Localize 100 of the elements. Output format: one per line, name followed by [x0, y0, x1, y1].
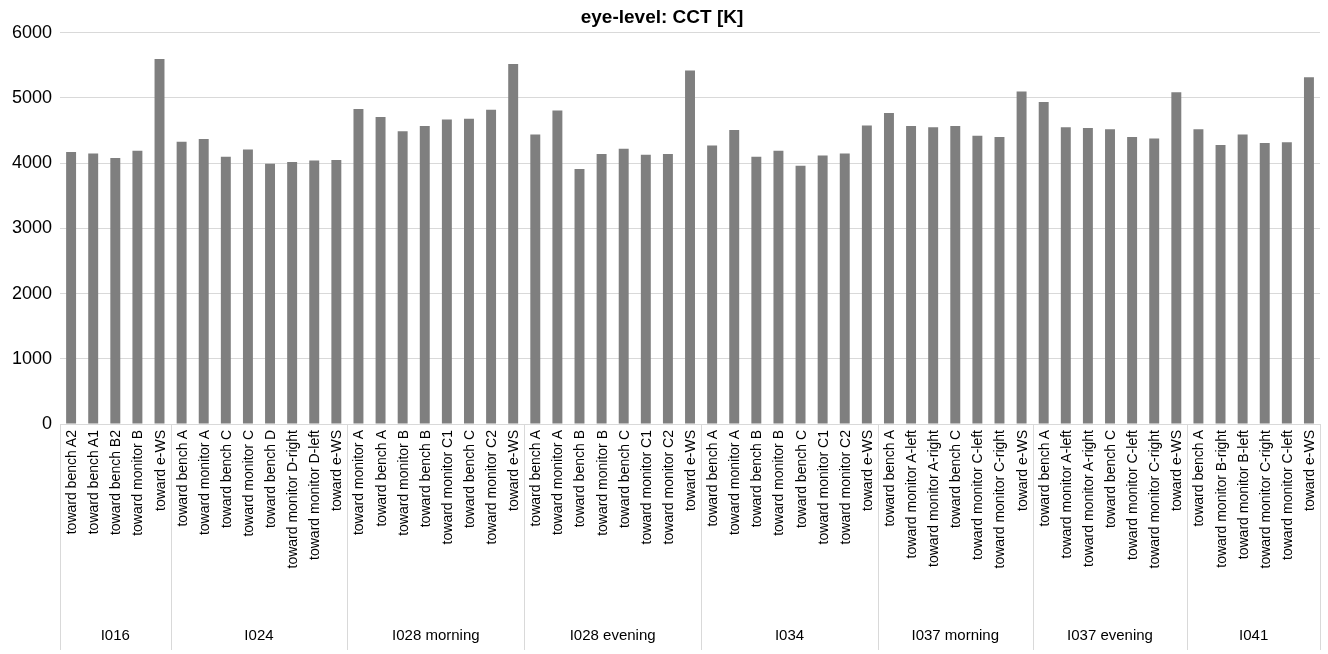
bar: [154, 58, 165, 424]
x-tick-label: toward bench B: [571, 430, 588, 528]
bar: [242, 149, 253, 424]
y-tick-label: 0: [42, 412, 53, 433]
bar: [1193, 129, 1204, 424]
bar: [530, 134, 541, 424]
text: I034: [774, 626, 805, 643]
x-tick-label: toward e-WS: [1168, 430, 1185, 511]
x-tick-label: toward monitor C2: [836, 430, 853, 545]
text: I028 morning: [392, 626, 480, 643]
y-tick-label: 1000: [12, 347, 53, 368]
x-tick-label: toward bench A1: [85, 430, 102, 535]
x-tick-label: toward bench A: [880, 430, 897, 527]
bar: [640, 154, 651, 424]
bar: [66, 152, 77, 424]
x-tick-label: toward monitor A: [350, 430, 367, 536]
bar: [1215, 144, 1226, 424]
text: I024: [244, 626, 274, 643]
bar: [508, 64, 519, 424]
bar: [972, 135, 983, 424]
x-tick-label: toward bench C: [460, 430, 477, 529]
x-tick-label: toward monitor A-right: [1079, 430, 1096, 567]
x-tick-label: toward monitor C1: [438, 430, 455, 545]
x-tick-label: toward e-WS: [505, 430, 522, 511]
x-tick-label: toward monitor C-right: [1146, 430, 1163, 569]
bar: [110, 157, 121, 424]
bar: [906, 126, 917, 424]
bar: [464, 118, 474, 424]
x-tick-label: toward monitor A-left: [903, 430, 920, 559]
x-tick-label: toward monitor A: [726, 430, 743, 536]
bar: [309, 160, 320, 424]
x-tick-label: toward monitor B: [770, 430, 787, 536]
x-tick-label: toward monitor D-right: [284, 430, 301, 569]
bar: [220, 156, 231, 424]
x-tick-label: toward e-WS: [682, 430, 699, 511]
bar: [574, 169, 585, 424]
bar: [839, 153, 850, 424]
x-tick-label: toward monitor C1: [814, 430, 831, 545]
x-tick-label: toward e-WS: [858, 430, 875, 511]
x-tick-label: toward bench A: [704, 430, 721, 527]
x-tick-label: toward bench A: [527, 430, 544, 527]
x-tick-label: toward bench D: [262, 430, 279, 529]
bar: [1082, 127, 1093, 424]
x-tick-label: toward monitor B: [394, 430, 411, 536]
bar: [486, 109, 497, 424]
bar: [1303, 77, 1314, 424]
bar: [1127, 137, 1138, 424]
bar: [265, 163, 276, 424]
bar: [994, 137, 1005, 424]
bar: [751, 156, 762, 424]
x-tick-label: toward monitor A-left: [1057, 430, 1074, 559]
y-tick-label: 3000: [12, 217, 53, 238]
y-tick-label: 6000: [12, 21, 53, 42]
bar: [176, 141, 187, 424]
bar: [707, 145, 718, 424]
x-tick-label: toward monitor D-left: [306, 430, 323, 560]
x-tick-label: toward monitor B-left: [1234, 430, 1251, 560]
text: I041: [1239, 626, 1269, 643]
bar: [88, 153, 99, 424]
x-tick-label: toward bench A: [1190, 430, 1207, 527]
bar: [861, 125, 872, 424]
text: I028 evening: [569, 626, 656, 643]
bar: [1060, 127, 1071, 424]
x-tick-label: toward bench B: [416, 430, 433, 528]
x-tick-label: toward monitor C-left: [1124, 430, 1141, 560]
bar: [795, 165, 806, 424]
bar: [1016, 91, 1027, 424]
x-tick-label: toward monitor C-left: [969, 430, 986, 560]
bar: [662, 154, 673, 424]
x-tick-label: toward bench B2: [107, 430, 124, 536]
x-tick-label: toward e-WS: [1013, 430, 1030, 511]
x-tick-label: toward monitor A: [195, 430, 212, 536]
x-tick-label: toward monitor C-left: [1278, 430, 1295, 560]
bar: [287, 161, 298, 424]
bar: [375, 116, 386, 424]
x-tick-label: toward e-WS: [1300, 430, 1317, 511]
x-tick-label: toward bench C: [947, 430, 964, 529]
bar: [1105, 129, 1115, 424]
bar: [729, 129, 740, 424]
x-tick-label: toward bench A: [173, 430, 190, 527]
bar: [552, 110, 563, 424]
bar: [441, 119, 452, 424]
text: I037 morning: [911, 626, 1000, 643]
x-tick-label: toward bench B: [748, 430, 765, 528]
x-tick-label: toward monitor A: [549, 430, 566, 536]
x-tick-label: toward monitor A-right: [925, 430, 942, 567]
x-tick-label: toward monitor B-right: [1212, 430, 1229, 568]
chart-title: eye-level: CCT [K]: [580, 5, 744, 27]
bar: [1149, 138, 1160, 424]
bar: [1259, 142, 1270, 424]
y-tick-label: 4000: [12, 152, 53, 173]
y-tick-label: 5000: [12, 86, 53, 107]
bar: [773, 150, 784, 424]
x-tick-label: toward bench C: [792, 430, 809, 529]
y-tick-label: 2000: [12, 282, 53, 303]
x-tick-label: toward e-WS: [328, 430, 345, 511]
bar: [1171, 92, 1182, 424]
bar: [353, 109, 364, 424]
bar: [1281, 142, 1292, 424]
bar: [928, 127, 939, 424]
